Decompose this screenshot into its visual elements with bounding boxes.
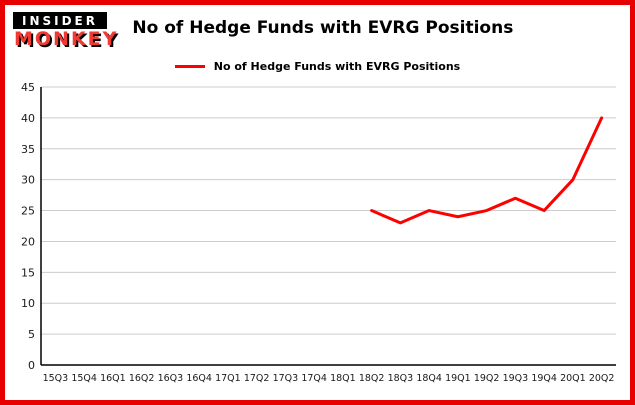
x-tick-label: 18Q4 (416, 373, 442, 384)
y-tick-label: 45 (21, 81, 35, 94)
x-tick-label: 19Q1 (445, 373, 471, 384)
legend-label: No of Hedge Funds with EVRG Positions (213, 59, 461, 73)
x-tick-label: 17Q2 (244, 373, 270, 384)
x-tick-label: 16Q3 (158, 373, 184, 384)
x-tick-label: 15Q3 (43, 373, 69, 384)
x-tick-label: 18Q1 (330, 373, 356, 384)
logo-insider-text: INSIDER (13, 12, 107, 29)
x-tick-label: 18Q2 (359, 373, 385, 384)
y-tick-label: 15 (21, 266, 35, 279)
x-tick-label: 20Q2 (589, 373, 615, 384)
x-tick-label: 16Q2 (129, 373, 155, 384)
x-tick-label: 18Q3 (388, 373, 414, 384)
x-tick-label: 19Q3 (503, 373, 529, 384)
chart-legend: No of Hedge Funds with EVRG Positions (5, 59, 630, 73)
header: INSIDER MONKEY No of Hedge Funds with EV… (5, 5, 630, 49)
y-tick-label: 25 (21, 205, 35, 218)
y-tick-label: 10 (21, 297, 35, 310)
x-tick-label: 16Q1 (100, 373, 126, 384)
chart-area: 0 5 10 15 20 25 30 35 40 45 15Q3 15Q4 16Q1 16Q2 16Q3 16… (5, 77, 630, 397)
x-tick-label: 17Q4 (301, 373, 327, 384)
page-title: No of Hedge Funds with EVRG Positions (132, 18, 514, 38)
y-tick-label: 30 (21, 174, 35, 187)
chart-svg: 0 5 10 15 20 25 30 35 40 45 15Q3 15Q4 16Q1 16Q2 16Q3 16… (21, 81, 616, 384)
x-tick-label: 17Q1 (215, 373, 241, 384)
y-tick-label: 20 (21, 235, 35, 248)
y-tick-label: 35 (21, 143, 35, 156)
x-tick-label: 15Q4 (71, 373, 97, 384)
y-tick-label: 40 (21, 112, 35, 125)
x-tick-label: 20Q1 (560, 373, 586, 384)
y-tick-label: 0 (28, 359, 35, 372)
x-tick-label: 19Q2 (474, 373, 500, 384)
x-tick-label: 16Q4 (186, 373, 212, 384)
x-tick-label: 17Q3 (273, 373, 299, 384)
legend-line-swatch (174, 64, 205, 68)
logo-monkey-text: MONKEY (14, 28, 119, 50)
insider-monkey-logo: INSIDER MONKEY (13, 12, 118, 49)
series-line (370, 116, 604, 225)
x-tick-label: 19Q4 (531, 373, 557, 384)
y-tick-label: 5 (28, 328, 35, 341)
